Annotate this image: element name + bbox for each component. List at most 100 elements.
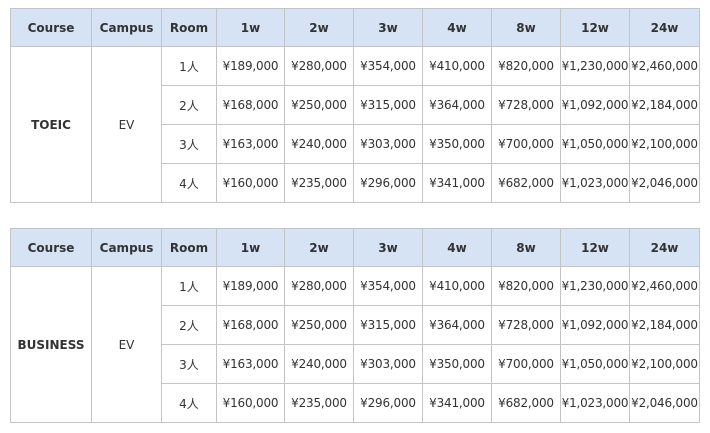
price-cell: ¥700,000 <box>491 124 561 164</box>
price-cell: ¥1,023,000 <box>560 163 630 203</box>
header-12w: 12w <box>560 228 630 267</box>
table-row: 4人 ¥160,000 ¥235,000 ¥296,000 ¥341,000 ¥… <box>11 383 700 423</box>
price-cell: ¥250,000 <box>284 305 354 345</box>
campus-name: EV <box>91 266 162 423</box>
room-type: 2人 <box>161 305 217 345</box>
price-cell: ¥682,000 <box>491 383 561 423</box>
price-cell: ¥410,000 <box>422 46 492 86</box>
price-cell: ¥2,046,000 <box>629 163 700 203</box>
price-cell: ¥1,050,000 <box>560 344 630 384</box>
price-cell: ¥280,000 <box>284 46 354 86</box>
price-cell: ¥350,000 <box>422 124 492 164</box>
header-course: Course <box>10 8 92 47</box>
table-row: 2人 ¥168,000 ¥250,000 ¥315,000 ¥364,000 ¥… <box>11 305 700 345</box>
room-type: 3人 <box>161 344 217 384</box>
price-cell: ¥189,000 <box>216 46 285 86</box>
price-cell: ¥1,023,000 <box>560 383 630 423</box>
price-cell: ¥1,230,000 <box>560 46 630 86</box>
price-cell: ¥350,000 <box>422 344 492 384</box>
header-1w: 1w <box>216 8 285 47</box>
price-cell: ¥280,000 <box>284 266 354 306</box>
header-8w: 8w <box>491 228 561 267</box>
price-cell: ¥2,100,000 <box>629 344 700 384</box>
course-name: BUSINESS <box>10 266 92 423</box>
price-cell: ¥163,000 <box>216 124 285 164</box>
price-cell: ¥160,000 <box>216 163 285 203</box>
price-cell: ¥2,460,000 <box>629 46 700 86</box>
room-type: 1人 <box>161 46 217 86</box>
room-type: 3人 <box>161 124 217 164</box>
table-row: 4人 ¥160,000 ¥235,000 ¥296,000 ¥341,000 ¥… <box>11 163 700 203</box>
table-row: 3人 ¥163,000 ¥240,000 ¥303,000 ¥350,000 ¥… <box>11 344 700 384</box>
price-cell: ¥163,000 <box>216 344 285 384</box>
price-cell: ¥1,092,000 <box>560 85 630 125</box>
price-cell: ¥820,000 <box>491 266 561 306</box>
price-cell: ¥296,000 <box>353 163 423 203</box>
header-2w: 2w <box>284 8 354 47</box>
header-room: Room <box>161 8 217 47</box>
table-row: 3人 ¥163,000 ¥240,000 ¥303,000 ¥350,000 ¥… <box>11 124 700 164</box>
price-cell: ¥303,000 <box>353 344 423 384</box>
header-1w: 1w <box>216 228 285 267</box>
header-4w: 4w <box>422 8 492 47</box>
price-cell: ¥250,000 <box>284 85 354 125</box>
price-cell: ¥2,460,000 <box>629 266 700 306</box>
price-table-business: Course Campus Room 1w 2w 3w 4w 8w 12w 24… <box>10 228 700 423</box>
table-header-row: Course Campus Room 1w 2w 3w 4w 8w 12w 24… <box>10 8 700 47</box>
price-cell: ¥728,000 <box>491 305 561 345</box>
price-cell: ¥354,000 <box>353 266 423 306</box>
price-cell: ¥168,000 <box>216 85 285 125</box>
price-cell: ¥364,000 <box>422 85 492 125</box>
header-2w: 2w <box>284 228 354 267</box>
table-header-row: Course Campus Room 1w 2w 3w 4w 8w 12w 24… <box>10 228 700 267</box>
header-4w: 4w <box>422 228 492 267</box>
table-row: BUSINESS EV 1人 ¥189,000 ¥280,000 ¥354,00… <box>10 266 700 423</box>
header-campus: Campus <box>91 228 162 267</box>
price-cell: ¥1,050,000 <box>560 124 630 164</box>
price-cell: ¥1,092,000 <box>560 305 630 345</box>
price-cell: ¥240,000 <box>284 344 354 384</box>
price-cell: ¥728,000 <box>491 85 561 125</box>
price-cell: ¥2,100,000 <box>629 124 700 164</box>
price-cell: ¥341,000 <box>422 383 492 423</box>
price-cell: ¥240,000 <box>284 124 354 164</box>
price-cell: ¥820,000 <box>491 46 561 86</box>
price-cell: ¥296,000 <box>353 383 423 423</box>
course-name: TOEIC <box>10 46 92 203</box>
price-cell: ¥2,184,000 <box>629 85 700 125</box>
price-table-toeic: Course Campus Room 1w 2w 3w 4w 8w 12w 24… <box>10 8 700 203</box>
header-3w: 3w <box>353 8 423 47</box>
price-cell: ¥160,000 <box>216 383 285 423</box>
price-cell: ¥168,000 <box>216 305 285 345</box>
price-cell: ¥315,000 <box>353 305 423 345</box>
room-type: 1人 <box>161 266 217 306</box>
header-campus: Campus <box>91 8 162 47</box>
price-cell: ¥2,046,000 <box>629 383 700 423</box>
header-course: Course <box>10 228 92 267</box>
price-cell: ¥235,000 <box>284 383 354 423</box>
price-cell: ¥2,184,000 <box>629 305 700 345</box>
room-type: 4人 <box>161 383 217 423</box>
campus-name: EV <box>91 46 162 203</box>
table-row: 2人 ¥168,000 ¥250,000 ¥315,000 ¥364,000 ¥… <box>11 85 700 125</box>
header-24w: 24w <box>629 228 700 267</box>
price-cell: ¥354,000 <box>353 46 423 86</box>
price-cell: ¥341,000 <box>422 163 492 203</box>
price-cell: ¥682,000 <box>491 163 561 203</box>
header-room: Room <box>161 228 217 267</box>
price-cell: ¥1,230,000 <box>560 266 630 306</box>
price-cell: ¥410,000 <box>422 266 492 306</box>
room-type: 4人 <box>161 163 217 203</box>
price-cell: ¥700,000 <box>491 344 561 384</box>
table-row: TOEIC EV 1人 ¥189,000 ¥280,000 ¥354,000 ¥… <box>10 46 700 203</box>
header-24w: 24w <box>629 8 700 47</box>
header-8w: 8w <box>491 8 561 47</box>
price-cell: ¥235,000 <box>284 163 354 203</box>
price-cell: ¥315,000 <box>353 85 423 125</box>
price-cell: ¥189,000 <box>216 266 285 306</box>
room-type: 2人 <box>161 85 217 125</box>
header-3w: 3w <box>353 228 423 267</box>
price-cell: ¥303,000 <box>353 124 423 164</box>
header-12w: 12w <box>560 8 630 47</box>
price-cell: ¥364,000 <box>422 305 492 345</box>
